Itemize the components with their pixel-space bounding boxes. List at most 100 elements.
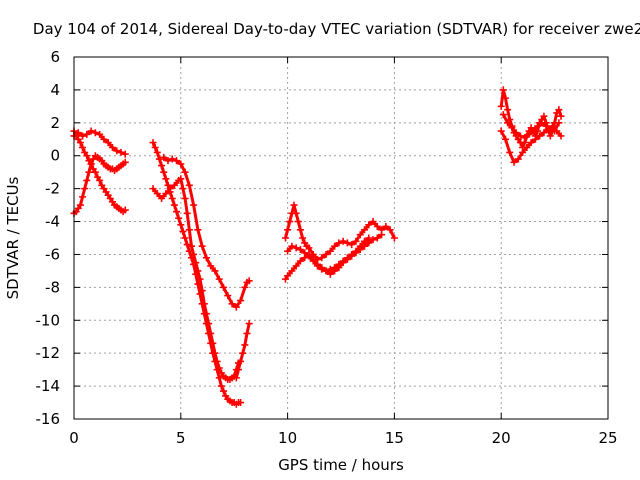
data-track-segment <box>85 129 93 136</box>
data-track-segment <box>229 376 233 381</box>
data-track-segment <box>234 362 240 371</box>
data-track-segment <box>73 131 80 138</box>
data-track-segment <box>177 217 183 226</box>
data-track-segment <box>120 162 125 167</box>
y-axis-label: SDTVAR / TECUs <box>4 176 22 299</box>
data-track-segment <box>83 151 89 157</box>
data-track-segment <box>83 180 89 190</box>
data-track-segment <box>209 333 215 344</box>
data-track-segment <box>226 398 231 403</box>
data-track-segment <box>168 191 174 199</box>
data-track-segment <box>296 221 302 231</box>
data-track-segment <box>523 133 530 139</box>
data-track-segment <box>172 204 178 213</box>
data-track-segment <box>320 266 327 273</box>
data-track-segment <box>519 134 526 140</box>
data-track-segment <box>89 158 95 165</box>
data-track-segment <box>77 131 84 138</box>
data-track-segment <box>87 163 93 173</box>
x-tick-label: 10 <box>278 429 297 447</box>
data-track-segment <box>502 113 509 124</box>
data-track-segment <box>363 241 370 248</box>
data-track-segment <box>515 131 522 138</box>
data-track-segment <box>301 237 307 244</box>
data-track-segment <box>213 270 221 280</box>
data-track-segment <box>226 294 234 305</box>
data-track-segment <box>243 281 249 288</box>
data-track-segment <box>200 290 206 305</box>
data-track-segment <box>536 121 543 128</box>
data-track-segment <box>503 97 510 110</box>
data-track-segment <box>109 197 114 203</box>
data-points <box>70 86 565 408</box>
data-track-segment <box>179 163 187 173</box>
data-track-segment <box>85 155 91 162</box>
data-track-segment <box>517 151 524 160</box>
data-track-segment <box>220 372 225 378</box>
data-point <box>284 247 292 255</box>
data-track-segment <box>533 130 539 137</box>
data-track-segment <box>338 239 344 245</box>
data-track-segment <box>207 333 213 344</box>
data-track-segment <box>290 264 298 272</box>
data-track-segment <box>388 229 396 239</box>
data-track-segment <box>192 264 198 275</box>
data-track-segment <box>196 270 202 280</box>
y-tick-label: -4 <box>45 213 60 231</box>
data-track-segment <box>183 237 189 246</box>
data-track-segment <box>337 261 345 269</box>
data-track-segment <box>329 269 336 276</box>
data-track-segment <box>367 238 374 245</box>
data-track-segment <box>81 146 87 154</box>
data-track-segment <box>113 167 118 172</box>
data-track-segment <box>102 138 110 144</box>
data-track-segment <box>220 385 225 392</box>
y-tick-label: -12 <box>36 344 61 362</box>
data-track-segment <box>215 369 221 379</box>
data-track-segment <box>545 124 552 131</box>
data-track-segment <box>217 367 223 374</box>
data-track-segment <box>164 178 170 186</box>
data-track-segment <box>196 229 204 247</box>
data-track-segment <box>217 377 223 387</box>
data-track-segment <box>158 158 164 167</box>
data-track-segment <box>122 208 127 213</box>
data-track-segment <box>303 242 309 248</box>
data-track-segment <box>510 126 518 134</box>
x-tick-label: 5 <box>176 429 186 447</box>
data-track-segment <box>179 224 185 232</box>
data-track-segment <box>96 156 101 161</box>
data-track-segment <box>354 245 362 253</box>
data-track-segment <box>194 262 200 272</box>
data-track-segment <box>192 204 200 231</box>
data-track-segment <box>508 151 516 163</box>
data-track-segment <box>367 220 374 227</box>
data-point <box>557 132 565 140</box>
data-track-segment <box>320 253 327 259</box>
data-track-segment <box>155 151 161 160</box>
grid <box>74 57 608 419</box>
data-track-segment <box>94 131 101 136</box>
data-track-segment <box>96 176 101 182</box>
data-track-segment <box>232 369 238 377</box>
data-track-segment <box>359 240 366 248</box>
data-track-segment <box>116 149 122 154</box>
data-track-segment <box>90 129 96 135</box>
data-track-segment <box>298 229 305 239</box>
data-track-segment <box>74 207 80 213</box>
data-track-segment <box>376 233 383 240</box>
data-track-segment <box>213 352 219 362</box>
data-track-segment <box>333 266 340 273</box>
data-track-segment <box>316 263 323 269</box>
data-track-segment <box>243 333 249 346</box>
data-track-segment <box>113 203 118 208</box>
data-track-segment <box>376 225 383 231</box>
data-track-segment <box>504 138 512 153</box>
data-track-segment <box>164 187 172 195</box>
data-track-segment <box>183 171 191 186</box>
data-track-segment <box>359 228 366 236</box>
data-track-segment <box>342 239 348 245</box>
y-tick-label: 6 <box>50 48 60 66</box>
data-track-segment <box>517 138 522 144</box>
